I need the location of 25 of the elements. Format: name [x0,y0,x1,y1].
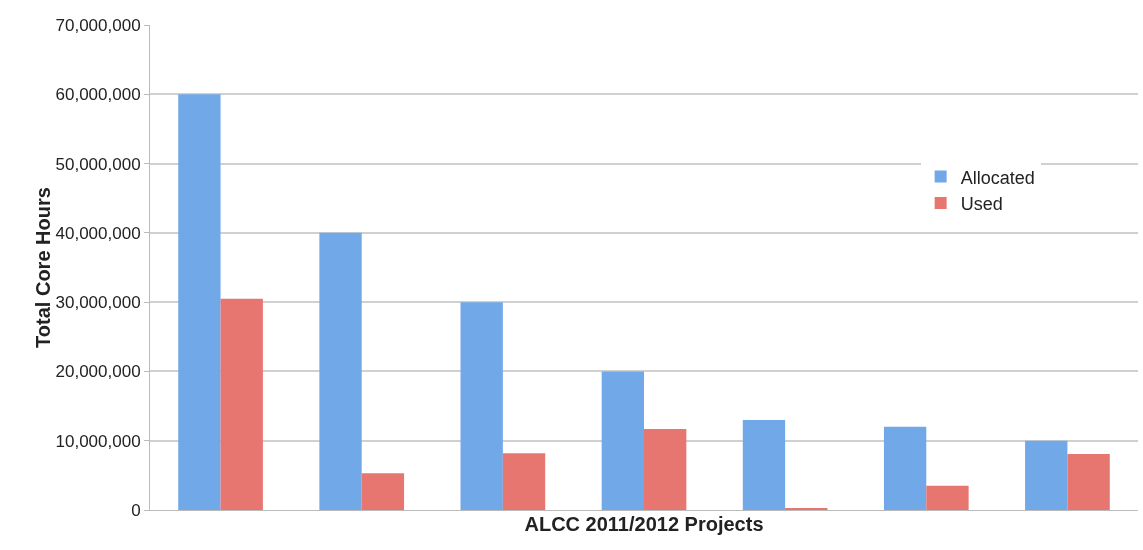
bar [1067,453,1110,510]
bar [926,485,969,510]
legend-label: Used [960,194,1003,215]
y-tick-label: 0 [131,500,141,520]
y-tick-label: 50,000,000 [55,154,141,174]
bar [460,302,503,510]
legend-label: Allocated [960,167,1035,188]
bar [178,94,221,510]
bar [361,473,405,510]
y-axis-title: Total Core Hours [31,187,54,348]
bar [883,426,927,510]
y-tick-label: 10,000,000 [55,431,141,451]
y-tick-label: 40,000,000 [55,223,141,243]
y-tick-label: 30,000,000 [55,293,141,313]
y-tick-label: 70,000,000 [55,15,141,35]
bar [1025,440,1068,510]
bar [742,419,786,510]
bar [319,232,362,510]
bar [644,428,687,510]
y-tick-label: 60,000,000 [55,85,141,105]
x-axis-title: ALCC 2011/2012 Projects [524,512,764,535]
bar [502,453,546,510]
y-tick-label: 20,000,000 [55,362,141,382]
bar [220,298,263,510]
bar [601,371,644,510]
